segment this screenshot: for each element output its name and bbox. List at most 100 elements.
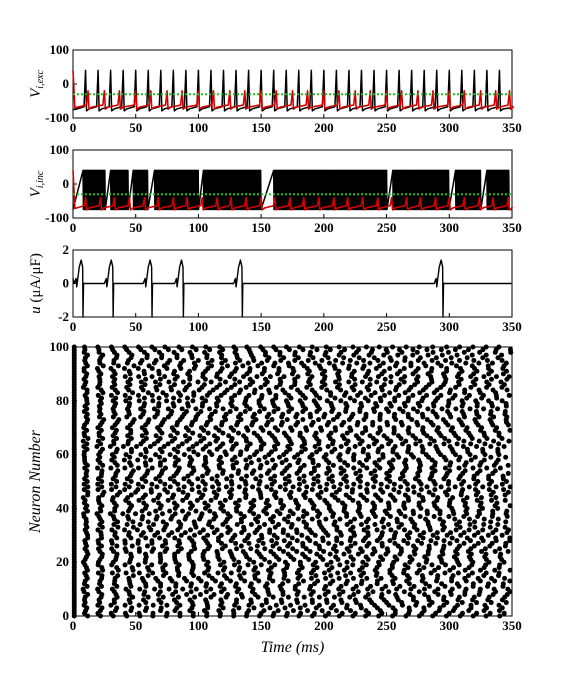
spike-dot <box>474 610 480 616</box>
spike-dot <box>258 562 264 568</box>
spike-dot <box>343 390 349 396</box>
spike-dot <box>232 532 238 538</box>
spike-dot <box>423 516 429 522</box>
spike-dot <box>424 347 430 353</box>
spike-dot <box>361 357 367 363</box>
spike-dot <box>382 376 388 382</box>
spike-dot <box>486 594 492 600</box>
spike-dot <box>153 379 159 385</box>
spike-dot <box>109 546 115 552</box>
spike-dot <box>411 484 417 490</box>
spike-dot <box>245 562 251 568</box>
spike-dot <box>114 565 120 571</box>
spike-dot <box>149 344 155 350</box>
spike-dot <box>379 540 385 546</box>
spike-dot <box>272 462 278 468</box>
spike-dot <box>276 366 282 372</box>
y-axis-label: Vi,inc <box>28 170 46 197</box>
spike-dot <box>176 344 182 350</box>
spike-dot <box>363 411 369 417</box>
spike-dot <box>190 610 196 616</box>
spike-dot <box>350 562 356 568</box>
spike-dot <box>351 465 357 471</box>
spike-dot <box>95 570 101 576</box>
spike-dot <box>187 368 193 374</box>
spike-dot <box>177 602 183 608</box>
spike-dot <box>156 368 162 374</box>
spike-dot <box>476 438 482 444</box>
spike-dot <box>295 387 301 393</box>
spike-dot <box>481 430 487 436</box>
spike-dot <box>271 610 277 616</box>
spike-dot <box>247 454 253 460</box>
spike-dot <box>166 379 172 385</box>
spike-dot <box>201 535 207 541</box>
spike-dot <box>171 597 177 603</box>
spike-dot <box>324 597 330 603</box>
spike-dot <box>193 586 199 592</box>
spike-dot <box>282 476 288 482</box>
spike-dot <box>211 511 217 517</box>
spike-dot <box>271 444 277 450</box>
spike-dot <box>301 473 307 479</box>
spike-dot <box>341 419 347 425</box>
spike-dot <box>276 546 282 552</box>
spike-dot <box>432 567 438 573</box>
spike-dot <box>176 487 182 493</box>
spike-dot <box>384 419 390 425</box>
spike-dot <box>141 500 147 506</box>
spike-dot <box>84 352 90 358</box>
spike-dot <box>486 473 492 479</box>
spike-dot <box>459 610 465 616</box>
spike-dot <box>441 519 447 525</box>
spike-dot <box>273 602 279 608</box>
spike-dot <box>446 610 452 616</box>
spike-dot <box>162 487 168 493</box>
spike-dot <box>439 581 445 587</box>
spike-dot <box>484 465 490 471</box>
spike-dot <box>483 344 489 350</box>
spike-dot <box>165 441 171 447</box>
spike-dot <box>367 433 373 439</box>
spike-dot <box>123 398 129 404</box>
spike-dot <box>480 446 486 452</box>
spike-dot <box>251 497 257 503</box>
spike-dot <box>299 532 305 538</box>
spike-dot <box>99 468 105 474</box>
spike-dot <box>225 524 231 530</box>
spike-dot <box>421 586 427 592</box>
spike-dot <box>390 344 396 350</box>
spike-dot <box>162 465 168 471</box>
spike-dot <box>167 575 173 581</box>
spike-dot <box>288 489 294 495</box>
spike-dot <box>208 379 214 385</box>
spike-dot <box>268 565 274 571</box>
spike-dot <box>328 430 334 436</box>
spike-dot <box>499 352 505 358</box>
spike-dot <box>264 581 270 587</box>
spike-dot <box>323 583 329 589</box>
spike-dot <box>201 608 207 614</box>
spike-dot <box>195 476 201 482</box>
spike-dot <box>122 546 128 552</box>
spike-dot <box>251 411 257 417</box>
spike-dot <box>506 374 512 380</box>
spike-dot <box>423 581 429 587</box>
spike-dot <box>346 379 352 385</box>
spike-dot <box>474 600 480 606</box>
spike-dot <box>167 508 173 514</box>
spike-dot <box>140 513 146 519</box>
spike-dot <box>198 425 204 431</box>
spike-dot <box>214 527 220 533</box>
spike-dot <box>426 543 432 549</box>
spike-dot <box>341 551 347 557</box>
spike-dot <box>421 530 427 536</box>
spike-dot <box>357 484 363 490</box>
spike-dot <box>433 540 439 546</box>
spike-dot <box>129 565 135 571</box>
spike-dot <box>229 473 235 479</box>
x-tick-label: 200 <box>314 319 334 334</box>
spike-dot <box>126 530 132 536</box>
spike-dot <box>108 602 114 608</box>
